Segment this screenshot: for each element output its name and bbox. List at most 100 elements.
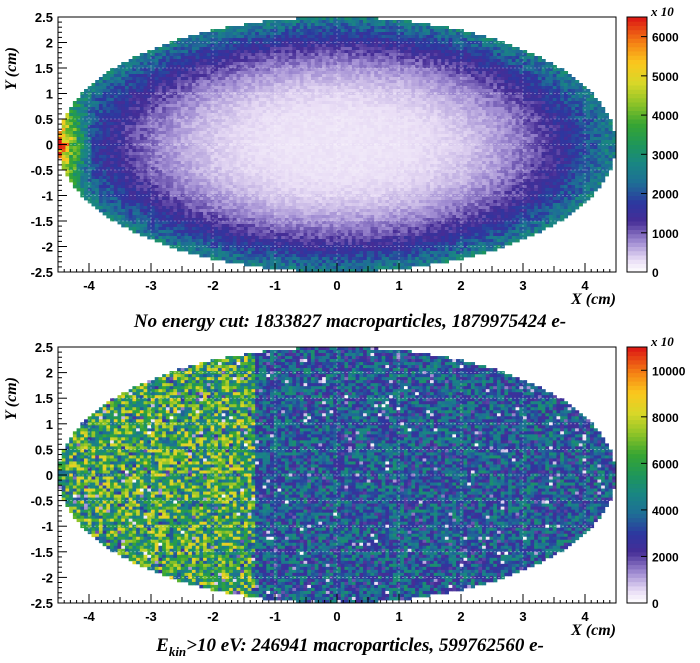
heatmap-cell bbox=[247, 32, 252, 36]
heatmap-cell bbox=[284, 236, 290, 240]
heatmap-cell bbox=[147, 212, 152, 216]
heatmap-cell bbox=[162, 131, 167, 135]
heatmap-cell bbox=[225, 152, 230, 156]
heatmap-cell bbox=[329, 86, 334, 90]
heatmap-cell bbox=[292, 131, 297, 135]
heatmap-cell bbox=[154, 140, 159, 144]
heatmap-cell bbox=[169, 50, 174, 54]
heatmap-cell bbox=[310, 44, 316, 48]
heatmap-cell bbox=[162, 173, 167, 177]
heatmap-cell bbox=[322, 251, 327, 255]
heatmap-cell bbox=[244, 155, 249, 159]
heatmap-cell bbox=[199, 50, 204, 54]
heatmap-cell bbox=[95, 158, 100, 162]
heatmap-cell bbox=[217, 38, 223, 42]
heatmap-cell bbox=[210, 47, 215, 51]
heatmap-cell bbox=[266, 152, 271, 156]
heatmap-cell bbox=[288, 251, 293, 255]
heatmap-cell bbox=[180, 134, 185, 138]
heatmap-cell bbox=[303, 125, 308, 129]
heatmap-cell bbox=[214, 119, 219, 123]
heatmap-cell bbox=[113, 95, 118, 99]
heatmap-cell bbox=[188, 236, 193, 240]
heatmap-cell bbox=[325, 218, 330, 222]
heatmap-cell bbox=[318, 236, 323, 240]
heatmap-cell bbox=[214, 47, 219, 51]
heatmap-cell bbox=[281, 29, 286, 33]
heatmap-cell bbox=[136, 110, 141, 114]
heatmap-cell bbox=[169, 86, 174, 90]
heatmap-cell bbox=[173, 98, 178, 102]
heatmap-cell bbox=[255, 200, 260, 204]
heatmap-cell bbox=[307, 149, 312, 153]
heatmap-cell bbox=[303, 197, 308, 201]
heatmap-cell bbox=[110, 125, 115, 129]
heatmap-cell bbox=[217, 59, 223, 63]
heatmap-cell bbox=[281, 131, 286, 135]
heatmap-cell bbox=[310, 68, 316, 72]
heatmap-cell bbox=[221, 200, 226, 204]
heatmap-cell bbox=[255, 83, 260, 87]
heatmap-cell bbox=[296, 50, 301, 54]
heatmap-cell bbox=[266, 260, 271, 264]
heatmap-cell bbox=[277, 251, 282, 255]
heatmap-cell bbox=[217, 251, 223, 255]
heatmap-cell bbox=[225, 167, 230, 171]
heatmap-cell bbox=[303, 95, 308, 99]
heatmap-cell bbox=[173, 83, 178, 87]
heatmap-cell bbox=[217, 44, 223, 48]
heatmap-cell bbox=[225, 56, 230, 60]
heatmap-cell bbox=[318, 80, 323, 84]
heatmap-cell bbox=[165, 203, 170, 207]
heatmap-cell bbox=[110, 86, 115, 90]
heatmap-cell bbox=[314, 269, 319, 273]
heatmap-cell bbox=[184, 203, 189, 207]
heatmap-cell bbox=[314, 257, 319, 261]
heatmap-cell bbox=[162, 152, 167, 156]
heatmap-cell bbox=[214, 239, 219, 243]
heatmap-cell bbox=[158, 53, 163, 57]
heatmap-cell bbox=[128, 68, 133, 72]
heatmap-cell bbox=[322, 113, 327, 117]
heatmap-cell bbox=[270, 176, 275, 180]
heatmap-cell bbox=[154, 167, 159, 171]
heatmap-cell bbox=[236, 230, 241, 234]
heatmap-cell bbox=[95, 182, 100, 186]
heatmap-cell bbox=[322, 239, 327, 243]
heatmap-cell bbox=[329, 227, 334, 231]
heatmap-cell bbox=[121, 65, 126, 69]
heatmap-cell bbox=[273, 212, 278, 216]
heatmap-cell bbox=[158, 71, 163, 75]
heatmap-cell bbox=[113, 170, 118, 174]
heatmap-cell bbox=[310, 62, 316, 66]
heatmap-cell bbox=[236, 128, 241, 132]
heatmap-cell bbox=[325, 155, 330, 159]
heatmap-cell bbox=[221, 89, 226, 93]
heatmap-cell bbox=[284, 83, 290, 87]
heatmap-cell bbox=[173, 221, 178, 225]
heatmap-cell bbox=[296, 119, 301, 123]
heatmap-cell bbox=[277, 77, 282, 81]
heatmap-cell bbox=[188, 50, 193, 54]
heatmap-cell bbox=[247, 50, 252, 54]
heatmap-cell bbox=[258, 221, 263, 225]
heatmap-cell bbox=[217, 74, 223, 78]
heatmap-cell bbox=[307, 206, 312, 210]
heatmap-cell bbox=[296, 221, 301, 225]
heatmap-cell bbox=[314, 104, 319, 108]
heatmap-cell bbox=[270, 164, 275, 168]
heatmap-cell bbox=[173, 131, 178, 135]
heatmap-cell bbox=[232, 53, 237, 57]
heatmap-cell bbox=[210, 65, 215, 69]
heatmap-cell bbox=[180, 122, 185, 126]
heatmap-cell bbox=[72, 137, 77, 141]
heatmap-cell bbox=[329, 254, 334, 258]
heatmap-cell bbox=[277, 263, 282, 267]
heatmap-cell bbox=[288, 56, 293, 60]
heatmap-cell bbox=[310, 221, 316, 225]
heatmap-cell bbox=[58, 137, 63, 141]
heatmap-cell bbox=[277, 26, 282, 30]
heatmap-cell bbox=[296, 35, 301, 39]
heatmap-cell bbox=[229, 131, 234, 135]
heatmap-cell bbox=[310, 107, 316, 111]
